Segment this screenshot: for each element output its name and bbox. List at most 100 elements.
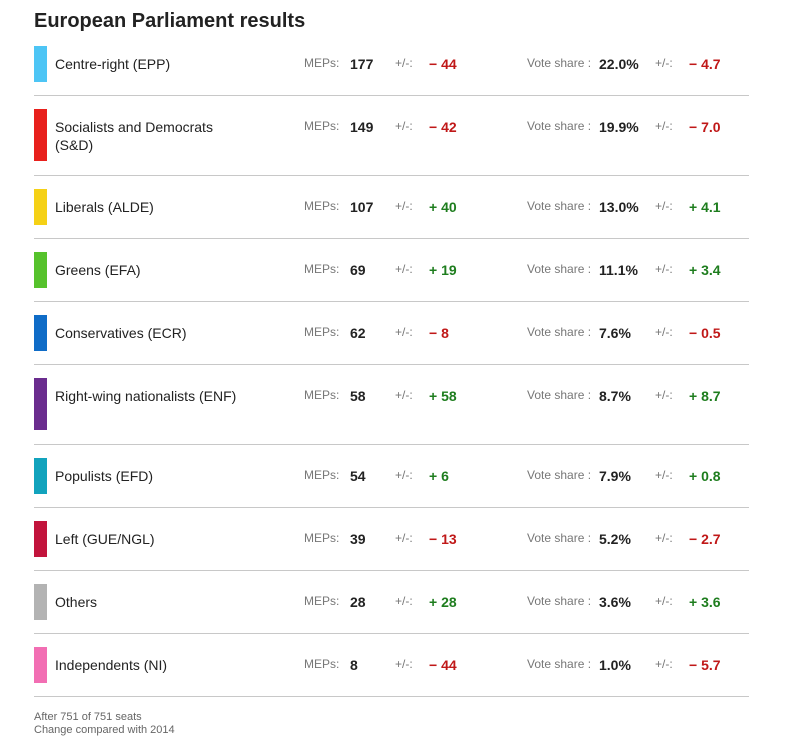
vote-change-label: +/-:	[655, 56, 673, 70]
party-name: Others	[55, 594, 98, 610]
meps-change-value: − 42	[429, 119, 457, 135]
party-row: Socialists and Democrats (S&D) MEPs: 149 +/…	[34, 96, 749, 176]
results-panel: European Parliament results Centre-right…	[34, 0, 749, 737]
vote-share-value: 22.0%	[599, 56, 639, 72]
meps-label: MEPs:	[304, 531, 340, 545]
party-color-swatch	[34, 189, 47, 225]
meps-change-label: +/-:	[395, 388, 413, 402]
vote-change-label: +/-:	[655, 657, 673, 671]
meps-change-label: +/-:	[395, 199, 413, 213]
vote-change-value: + 3.4	[689, 262, 721, 278]
party-row: Left (GUE/NGL) MEPs: 39 +/-: − 13 Vote share …	[34, 508, 749, 571]
meps-change-value: − 13	[429, 531, 457, 547]
party-color-swatch	[34, 378, 47, 430]
meps-change-value: − 44	[429, 657, 457, 673]
meps-change-label: +/-:	[395, 657, 413, 671]
vote-share-value: 3.6%	[599, 594, 631, 610]
page-title: European Parliament results	[34, 10, 306, 32]
party-name: Populists (EFD)	[55, 468, 154, 484]
vote-change-label: +/-:	[655, 325, 673, 339]
vote-change-value: − 5.7	[689, 657, 721, 673]
seats-counted-note: After 751 of 751 seats	[34, 711, 142, 723]
party-color-swatch	[34, 315, 47, 351]
vote-share-value: 7.6%	[599, 325, 631, 341]
party-row: Liberals (ALDE) MEPs: 107 +/-: + 40 Vote shar…	[34, 176, 749, 239]
results-list: Centre-right (EPP) MEPs: 177 +/-: − 44 Vote s…	[34, 43, 749, 697]
vote-change-value: + 0.8	[689, 468, 721, 484]
meps-change-label: +/-:	[395, 262, 413, 276]
meps-label: MEPs:	[304, 325, 340, 339]
vote-share-label: Vote share :	[527, 594, 592, 608]
vote-change-value: − 0.5	[689, 325, 721, 341]
vote-share-value: 13.0%	[599, 199, 639, 215]
party-color-swatch	[34, 458, 47, 494]
party-name: Greens (EFA)	[55, 262, 141, 278]
vote-share-label: Vote share :	[527, 531, 592, 545]
party-name: Independents (NI)	[55, 657, 168, 673]
party-name: Liberals (ALDE)	[55, 199, 154, 215]
vote-share-value: 1.0%	[599, 657, 631, 673]
meps-value: 58	[350, 388, 366, 404]
vote-share-value: 7.9%	[599, 468, 631, 484]
meps-label: MEPs:	[304, 199, 340, 213]
meps-label: MEPs:	[304, 56, 340, 70]
party-name: Right-wing nationalists (ENF)	[55, 388, 237, 404]
vote-share-label: Vote share :	[527, 119, 592, 133]
party-row: Conservatives (ECR) MEPs: 62 +/-: − 8 Vote sh…	[34, 302, 749, 365]
vote-change-label: +/-:	[655, 119, 673, 133]
vote-share-value: 11.1%	[599, 262, 638, 278]
meps-change-label: +/-:	[395, 325, 413, 339]
party-color-swatch	[34, 46, 47, 82]
meps-change-label: +/-:	[395, 468, 413, 482]
meps-change-value: − 44	[429, 56, 457, 72]
comparison-note: Change compared with 2014	[34, 724, 175, 736]
meps-change-label: +/-:	[395, 594, 413, 608]
vote-share-label: Vote share :	[527, 468, 592, 482]
vote-change-value: − 7.0	[689, 119, 721, 135]
party-row: Others MEPs: 28 +/-: + 28 Vote share : 3.6% +/-…	[34, 571, 749, 634]
vote-share-label: Vote share :	[527, 325, 592, 339]
meps-change-value: + 19	[429, 262, 457, 278]
vote-change-value: + 8.7	[689, 388, 721, 404]
vote-change-label: +/-:	[655, 262, 673, 276]
vote-change-value: − 4.7	[689, 56, 721, 72]
vote-change-value: − 2.7	[689, 531, 721, 547]
meps-value: 28	[350, 594, 366, 610]
meps-value: 62	[350, 325, 366, 341]
meps-label: MEPs:	[304, 262, 340, 276]
vote-share-value: 19.9%	[599, 119, 639, 135]
party-color-swatch	[34, 521, 47, 557]
vote-share-value: 5.2%	[599, 531, 631, 547]
party-name: Centre-right (EPP)	[55, 56, 171, 72]
party-row: Independents (NI) MEPs: 8 +/-: − 44 Vote shar…	[34, 634, 749, 697]
meps-change-value: + 40	[429, 199, 457, 215]
meps-label: MEPs:	[304, 594, 340, 608]
meps-change-label: +/-:	[395, 56, 413, 70]
vote-share-label: Vote share :	[527, 657, 592, 671]
vote-share-label: Vote share :	[527, 199, 592, 213]
party-row: Populists (EFD) MEPs: 54 +/-: + 6 Vote share …	[34, 445, 749, 508]
vote-change-value: + 3.6	[689, 594, 721, 610]
party-row: Greens (EFA) MEPs: 69 +/-: + 19 Vote share : 1…	[34, 239, 749, 302]
meps-change-value: + 58	[429, 388, 457, 404]
vote-change-label: +/-:	[655, 594, 673, 608]
party-name: Conservatives (ECR)	[55, 325, 187, 341]
meps-value: 8	[350, 657, 358, 673]
party-color-swatch	[34, 647, 47, 683]
meps-change-value: − 8	[429, 325, 449, 341]
meps-change-label: +/-:	[395, 531, 413, 545]
meps-change-value: + 6	[429, 468, 449, 484]
party-color-swatch	[34, 584, 47, 620]
meps-label: MEPs:	[304, 468, 340, 482]
vote-share-label: Vote share :	[527, 56, 592, 70]
vote-change-label: +/-:	[655, 388, 673, 402]
party-color-swatch	[34, 109, 47, 161]
meps-label: MEPs:	[304, 388, 340, 402]
party-name: Socialists and Democrats (S&D)	[55, 119, 213, 153]
meps-value: 54	[350, 468, 366, 484]
meps-label: MEPs:	[304, 657, 340, 671]
meps-value: 39	[350, 531, 366, 547]
vote-change-label: +/-:	[655, 199, 673, 213]
meps-value: 69	[350, 262, 366, 278]
vote-change-label: +/-:	[655, 531, 673, 545]
